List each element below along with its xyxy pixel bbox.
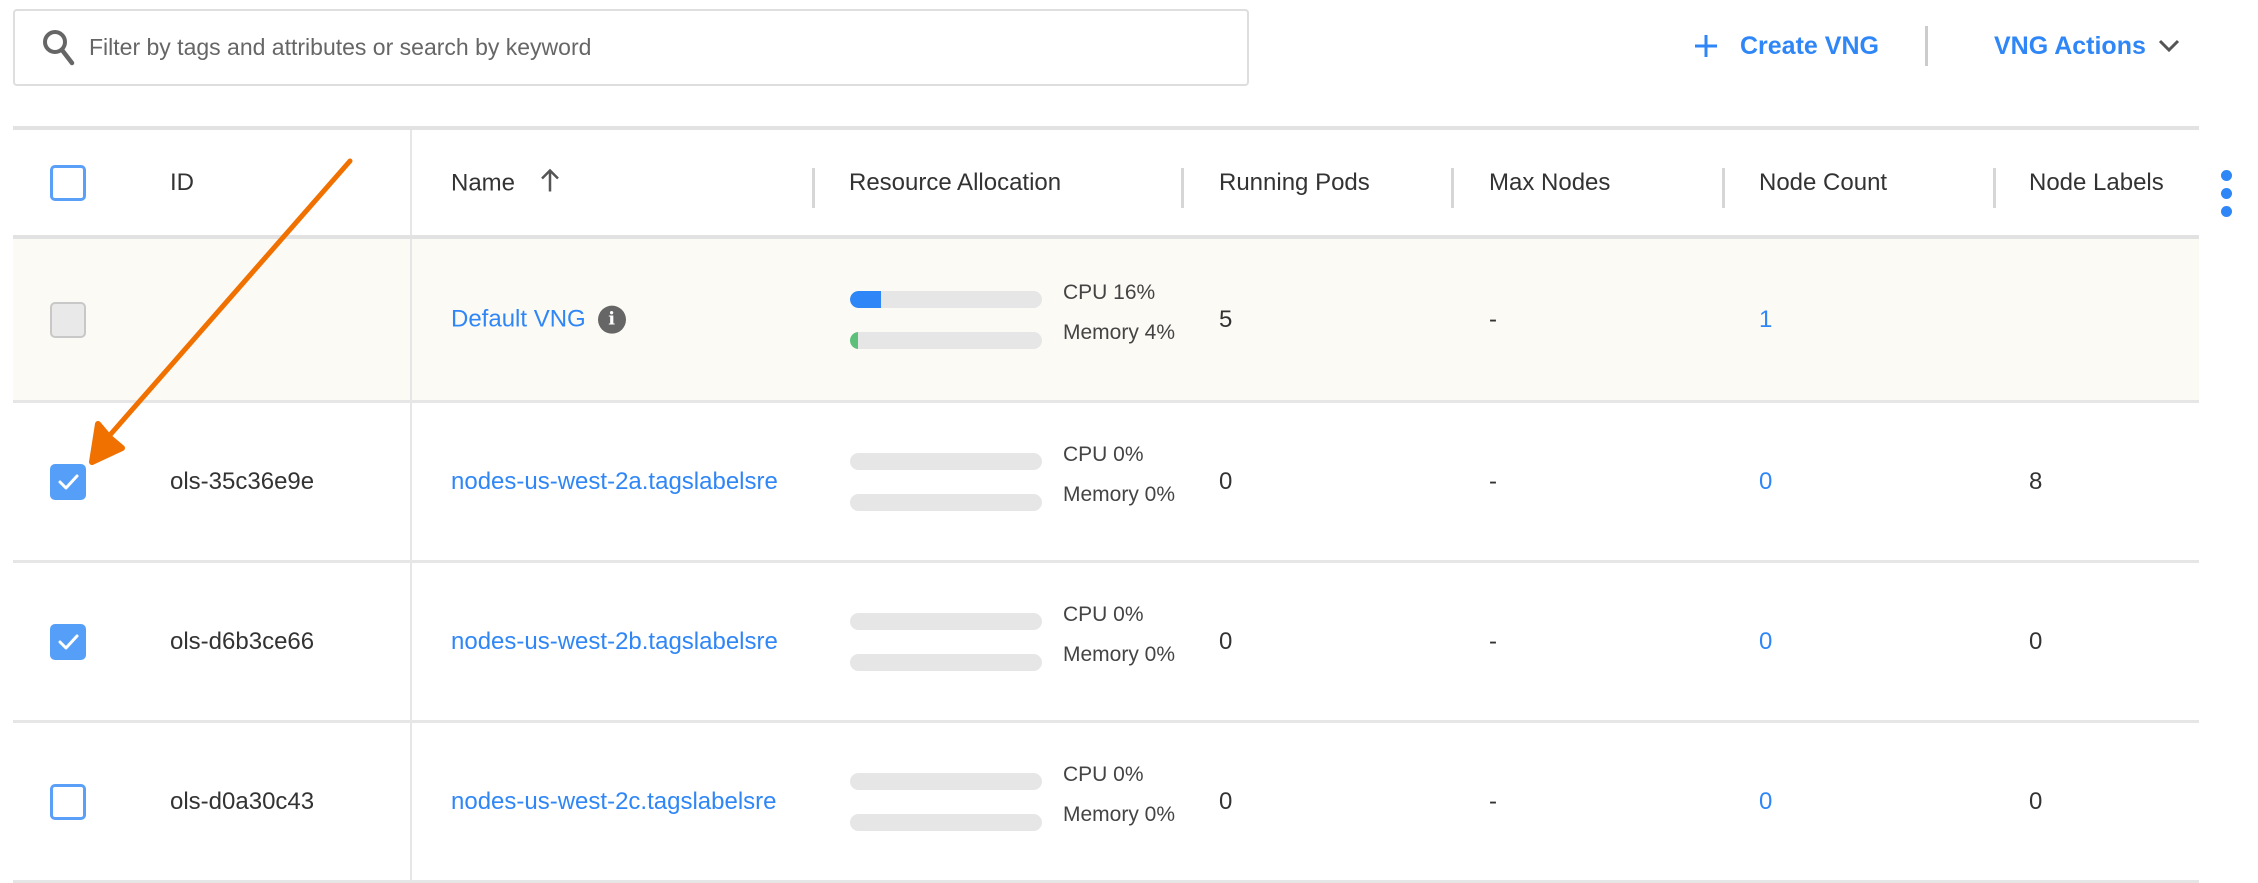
cpu-progress-bar <box>850 773 1042 790</box>
running-pods: 0 <box>1219 627 1233 655</box>
row-checkbox[interactable] <box>50 783 86 820</box>
table-header: ID Name Resource Allocation Running Pods… <box>13 126 2199 239</box>
table-row: Default VNG i CPU 16% Memory 4% 5 - 1 <box>13 239 2199 403</box>
node-count-link[interactable]: 0 <box>1759 467 1773 495</box>
memory-progress-bar <box>850 814 1042 831</box>
column-header-node-labels[interactable]: Node Labels <box>2029 168 2164 196</box>
table-row: ols-d0a30c43 nodes-us-west-2c.tagslabels… <box>13 723 2199 883</box>
node-count-link[interactable]: 1 <box>1759 305 1773 333</box>
column-divider[interactable] <box>1181 168 1184 208</box>
column-header-max-nodes[interactable]: Max Nodes <box>1489 168 1611 196</box>
cpu-label: CPU 0% <box>1063 603 1144 626</box>
column-header-name-label: Name <box>451 169 516 196</box>
column-header-id[interactable]: ID <box>170 168 194 196</box>
column-header-resource-allocation[interactable]: Resource Allocation <box>849 168 1062 196</box>
info-icon[interactable]: i <box>597 305 626 334</box>
cpu-label: CPU 0% <box>1063 443 1144 466</box>
column-header-node-count[interactable]: Node Count <box>1759 168 1888 196</box>
running-pods: 5 <box>1219 305 1233 333</box>
column-divider[interactable] <box>1993 168 1996 208</box>
cpu-progress-bar <box>850 613 1042 630</box>
chevron-down-icon <box>2158 39 2179 53</box>
node-labels: 0 <box>2029 627 2043 655</box>
column-divider[interactable] <box>812 168 815 208</box>
create-vng-label: Create VNG <box>1740 31 1879 60</box>
column-divider <box>410 403 412 560</box>
row-name-link[interactable]: Default VNG i <box>451 305 626 334</box>
row-id: ols-d6b3ce66 <box>170 627 315 655</box>
node-count-link[interactable]: 0 <box>1759 787 1773 815</box>
running-pods: 0 <box>1219 467 1233 495</box>
column-header-name[interactable]: Name <box>451 168 560 197</box>
table-row: ols-35c36e9e nodes-us-west-2a.tagslabels… <box>13 403 2199 563</box>
memory-label: Memory 4% <box>1063 321 1176 344</box>
create-vng-button[interactable]: Create VNG <box>1694 24 1879 68</box>
memory-progress-bar <box>850 654 1042 671</box>
cpu-progress-bar <box>850 453 1042 470</box>
column-divider <box>410 723 412 880</box>
search-input[interactable] <box>89 34 1089 61</box>
node-labels: 8 <box>2029 467 2043 495</box>
search-box[interactable] <box>13 9 1249 86</box>
row-checkbox[interactable] <box>50 623 86 660</box>
plus-icon <box>1695 35 1717 57</box>
max-nodes: - <box>1489 305 1497 333</box>
cpu-progress-bar <box>850 291 1042 308</box>
search-icon <box>43 29 75 65</box>
memory-label: Memory 0% <box>1063 803 1176 826</box>
row-checkbox[interactable] <box>50 463 86 500</box>
node-count-link[interactable]: 0 <box>1759 627 1773 655</box>
memory-progress-bar <box>850 494 1042 511</box>
column-header-running-pods[interactable]: Running Pods <box>1219 168 1370 196</box>
row-checkbox <box>50 301 86 338</box>
column-divider <box>410 130 412 235</box>
checkmark-icon <box>58 474 79 489</box>
node-labels: 0 <box>2029 787 2043 815</box>
checkmark-icon <box>58 634 79 649</box>
row-name[interactable]: nodes-us-west-2a.tagslabelsre <box>451 467 778 495</box>
table-row: ols-d6b3ce66 nodes-us-west-2b.tagslabels… <box>13 563 2199 723</box>
toolbar-divider <box>1925 26 1928 66</box>
row-name[interactable]: nodes-us-west-2b.tagslabelsre <box>451 627 778 655</box>
running-pods: 0 <box>1219 787 1233 815</box>
row-name[interactable]: nodes-us-west-2c.tagslabelsre <box>451 787 777 815</box>
row-name-link[interactable]: nodes-us-west-2b.tagslabelsre <box>451 628 778 656</box>
vng-actions-label: VNG Actions <box>1994 31 2146 60</box>
column-divider[interactable] <box>1451 168 1454 208</box>
sort-ascending-icon[interactable] <box>540 168 560 192</box>
row-name-link[interactable]: nodes-us-west-2a.tagslabelsre <box>451 468 778 496</box>
vng-actions-button[interactable]: VNG Actions <box>1994 24 2180 68</box>
max-nodes: - <box>1489 467 1497 495</box>
row-name[interactable]: Default VNG <box>451 305 586 333</box>
column-divider <box>410 239 412 400</box>
select-all-checkbox[interactable] <box>50 164 86 201</box>
max-nodes: - <box>1489 627 1497 655</box>
column-divider[interactable] <box>1722 168 1725 208</box>
cpu-label: CPU 0% <box>1063 763 1144 786</box>
row-id: ols-35c36e9e <box>170 467 315 495</box>
column-settings-kebab-icon[interactable] <box>2221 170 2235 217</box>
memory-progress-bar <box>850 332 1042 349</box>
row-name-link[interactable]: nodes-us-west-2c.tagslabelsre <box>451 788 777 816</box>
memory-label: Memory 0% <box>1063 483 1176 506</box>
max-nodes: - <box>1489 787 1497 815</box>
row-id: ols-d0a30c43 <box>170 787 315 815</box>
memory-label: Memory 0% <box>1063 643 1176 666</box>
cpu-label: CPU 16% <box>1063 281 1156 304</box>
column-divider <box>410 563 412 720</box>
